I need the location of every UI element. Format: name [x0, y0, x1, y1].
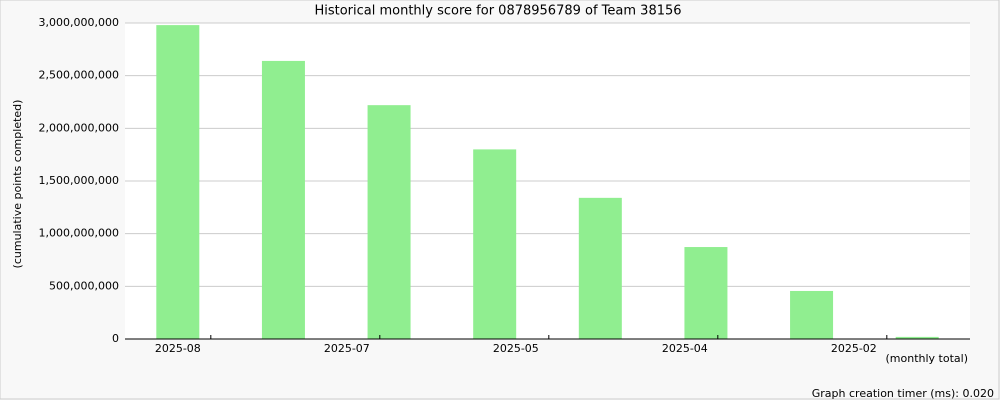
- bar: [367, 105, 411, 339]
- x-tick-label: 2025-05: [493, 342, 539, 355]
- x-tick-label: 2025-07: [324, 342, 370, 355]
- x-tick-label: 2025-08: [155, 342, 201, 355]
- bar: [473, 149, 517, 339]
- bar: [156, 25, 200, 340]
- chart-title: Historical monthly score for 0878956789 …: [314, 4, 681, 19]
- footer: Graph creation timer (ms): 0.020: [812, 387, 994, 400]
- y-tick-label: 2,000,000,000: [39, 121, 119, 134]
- bar: [895, 336, 939, 339]
- bar: [578, 197, 622, 339]
- y-tick-label: 3,000,000,000: [39, 16, 119, 29]
- y-tick-label: 1,500,000,000: [39, 174, 119, 187]
- y-tick-label: 0: [112, 332, 119, 345]
- bar: [261, 60, 305, 340]
- bar: [684, 247, 728, 339]
- bar: [790, 290, 834, 339]
- y-tick-label: 500,000,000: [49, 279, 119, 292]
- y-axis-label: (cumulative points completed): [11, 100, 24, 269]
- y-tick-label: 2,500,000,000: [39, 69, 119, 82]
- y-tick-label: 1,000,000,000: [39, 227, 119, 240]
- x-axis-label: (monthly total): [886, 352, 969, 365]
- x-tick-label: 2025-04: [662, 342, 708, 355]
- x-tick-label: 2025-02: [831, 342, 877, 355]
